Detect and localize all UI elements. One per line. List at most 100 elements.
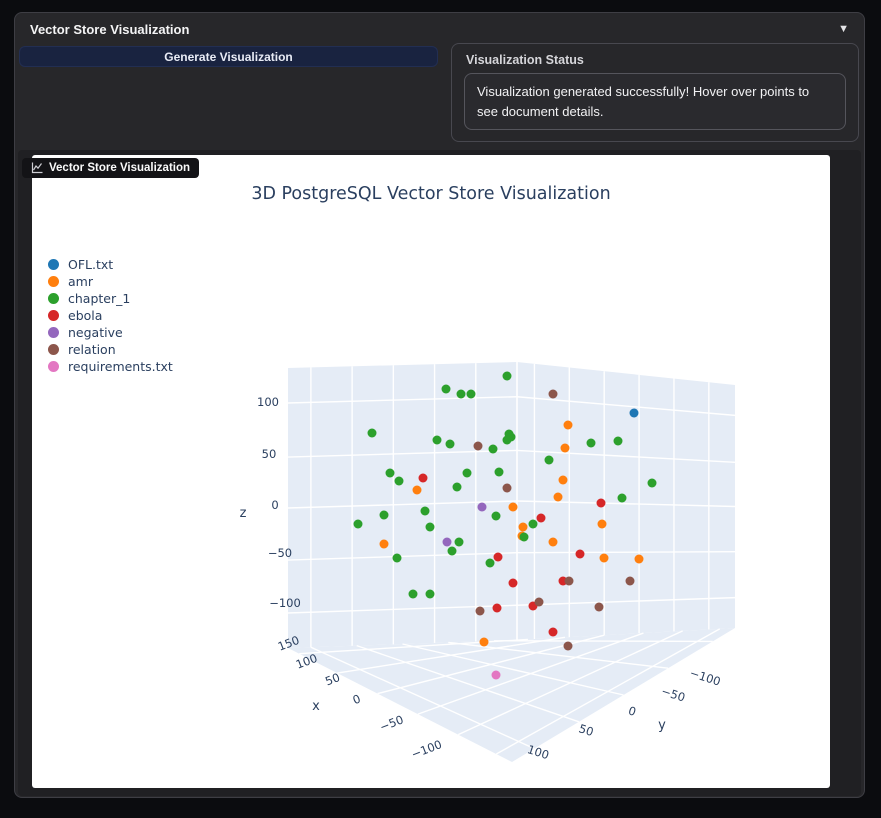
data-point-chapter_1[interactable]	[502, 435, 512, 445]
legend-item-amr[interactable]: amr	[48, 274, 173, 289]
data-point-relation[interactable]	[502, 483, 512, 493]
data-point-chapter_1[interactable]	[544, 455, 554, 465]
legend-item-requirements.txt[interactable]: requirements.txt	[48, 359, 173, 374]
data-point-ebola[interactable]	[492, 603, 502, 613]
data-point-chapter_1[interactable]	[454, 537, 464, 547]
data-point-ebola[interactable]	[418, 473, 428, 483]
z-axis-label: z	[240, 506, 247, 521]
data-point-ebola[interactable]	[548, 627, 558, 637]
data-point-requirements.txt[interactable]	[491, 670, 501, 680]
data-point-relation[interactable]	[473, 441, 483, 451]
data-point-chapter_1[interactable]	[494, 467, 504, 477]
grid-line	[287, 604, 518, 614]
data-point-chapter_1[interactable]	[379, 510, 389, 520]
data-point-chapter_1[interactable]	[441, 384, 451, 394]
data-point-chapter_1[interactable]	[408, 589, 418, 599]
data-point-amr[interactable]	[563, 420, 573, 430]
data-point-chapter_1[interactable]	[485, 558, 495, 568]
data-point-relation[interactable]	[534, 597, 544, 607]
legend-item-chapter_1[interactable]: chapter_1	[48, 291, 173, 306]
data-point-ebola[interactable]	[508, 578, 518, 588]
data-point-relation[interactable]	[594, 602, 604, 612]
legend-marker-icon	[48, 293, 59, 304]
data-point-chapter_1[interactable]	[528, 519, 538, 529]
legend-item-ebola[interactable]: ebola	[48, 308, 173, 323]
scatter3d-scene[interactable]: 150100500−50−100x100500−50−100y100500−50…	[32, 155, 830, 788]
grid-line	[287, 396, 518, 404]
grid-line	[287, 500, 518, 509]
data-point-chapter_1[interactable]	[385, 468, 395, 478]
data-point-negative[interactable]	[442, 537, 452, 547]
data-point-chapter_1[interactable]	[392, 553, 402, 563]
data-point-amr[interactable]	[599, 553, 609, 563]
x-axis-label: x	[312, 699, 320, 714]
data-point-amr[interactable]	[558, 475, 568, 485]
data-point-chapter_1[interactable]	[456, 389, 466, 399]
legend-item-relation[interactable]: relation	[48, 342, 173, 357]
data-point-amr[interactable]	[597, 519, 607, 529]
legend-label: chapter_1	[68, 291, 131, 306]
data-point-amr[interactable]	[508, 502, 518, 512]
data-point-amr[interactable]	[560, 443, 570, 453]
y-axis-tick: 0	[627, 703, 638, 719]
data-point-amr[interactable]	[379, 539, 389, 549]
data-point-ebola[interactable]	[493, 552, 503, 562]
data-point-amr[interactable]	[518, 522, 528, 532]
plot-label-text: Vector Store Visualization	[49, 162, 191, 174]
grid-line	[402, 643, 624, 696]
grid-line	[287, 449, 518, 458]
status-textbox[interactable]: Visualization generated successfully! Ho…	[464, 73, 846, 130]
visualization-status-group: Visualization Status Visualization gener…	[451, 43, 859, 142]
data-point-ebola[interactable]	[596, 498, 606, 508]
accordion-header[interactable]: Vector Store Visualization ▼	[15, 13, 864, 45]
data-point-chapter_1[interactable]	[488, 444, 498, 454]
data-point-relation[interactable]	[625, 576, 635, 586]
scene-wall	[517, 362, 735, 640]
data-point-chapter_1[interactable]	[425, 522, 435, 532]
data-point-chapter_1[interactable]	[586, 438, 596, 448]
data-point-chapter_1[interactable]	[491, 511, 501, 521]
data-point-chapter_1[interactable]	[425, 589, 435, 599]
data-point-chapter_1[interactable]	[502, 371, 512, 381]
data-point-chapter_1[interactable]	[519, 532, 529, 542]
data-point-relation[interactable]	[548, 389, 558, 399]
data-point-OFL.txt[interactable]	[629, 408, 639, 418]
generate-visualization-button[interactable]: Generate Visualization	[19, 46, 438, 67]
data-point-chapter_1[interactable]	[353, 519, 363, 529]
data-point-chapter_1[interactable]	[445, 439, 455, 449]
data-point-chapter_1[interactable]	[613, 436, 623, 446]
grid-line	[516, 596, 736, 606]
data-point-amr[interactable]	[634, 554, 644, 564]
legend-item-OFL.txt[interactable]: OFL.txt	[48, 257, 173, 272]
z-axis-tick: 100	[257, 395, 279, 409]
status-label: Visualization Status	[466, 53, 584, 67]
grid-line	[516, 449, 736, 463]
legend-label: relation	[68, 342, 116, 357]
data-point-relation[interactable]	[563, 641, 573, 651]
y-axis-tick: 50	[577, 721, 595, 739]
data-point-chapter_1[interactable]	[420, 506, 430, 516]
data-point-amr[interactable]	[548, 537, 558, 547]
data-point-chapter_1[interactable]	[647, 478, 657, 488]
plotly-3d-chart[interactable]: 3D PostgreSQL Vector Store Visualization…	[32, 155, 830, 788]
data-point-amr[interactable]	[412, 485, 422, 495]
data-point-ebola[interactable]	[536, 513, 546, 523]
z-axis-tick: 50	[262, 447, 277, 461]
data-point-amr[interactable]	[479, 637, 489, 647]
collapse-arrow-icon[interactable]: ▼	[838, 23, 849, 35]
data-point-chapter_1[interactable]	[462, 468, 472, 478]
data-point-ebola[interactable]	[575, 549, 585, 559]
data-point-relation[interactable]	[564, 576, 574, 586]
data-point-chapter_1[interactable]	[617, 493, 627, 503]
data-point-chapter_1[interactable]	[367, 428, 377, 438]
data-point-chapter_1[interactable]	[466, 389, 476, 399]
data-point-chapter_1[interactable]	[447, 546, 457, 556]
data-point-negative[interactable]	[477, 502, 487, 512]
data-point-chapter_1[interactable]	[394, 476, 404, 486]
legend-marker-icon	[48, 259, 59, 270]
data-point-chapter_1[interactable]	[432, 435, 442, 445]
data-point-relation[interactable]	[475, 606, 485, 616]
data-point-amr[interactable]	[553, 492, 563, 502]
legend-item-negative[interactable]: negative	[48, 325, 173, 340]
data-point-chapter_1[interactable]	[452, 482, 462, 492]
